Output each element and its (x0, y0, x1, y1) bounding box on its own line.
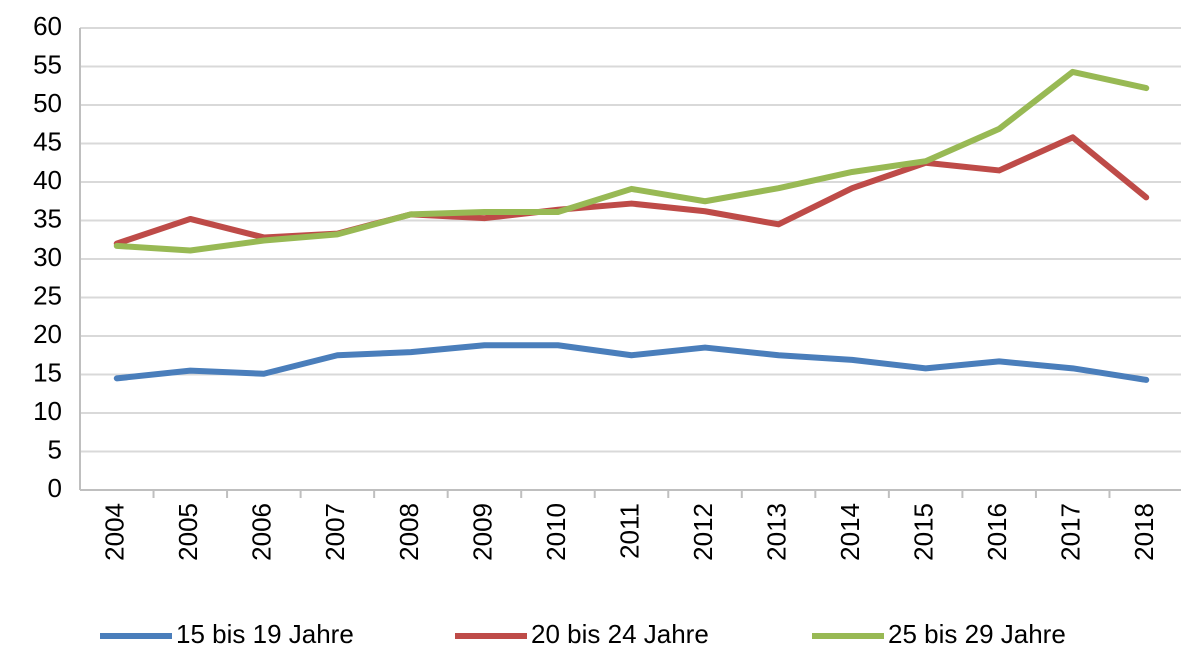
y-tick-label: 45 (33, 126, 62, 156)
y-tick-label: 30 (33, 242, 62, 272)
y-tick-label: 20 (33, 319, 62, 349)
y-tick-label: 50 (33, 88, 62, 118)
x-tick-label: 2017 (1056, 503, 1086, 561)
y-tick-label: 35 (33, 203, 62, 233)
x-tick-label: 2012 (688, 503, 718, 561)
y-tick-label: 15 (33, 357, 62, 387)
x-tick-label: 2010 (541, 503, 571, 561)
legend-label: 15 bis 19 Jahre (176, 619, 354, 649)
x-tick-label: 2013 (761, 503, 791, 561)
x-tick-label: 2008 (394, 503, 424, 561)
x-tick-label: 2007 (320, 503, 350, 561)
y-tick-label: 40 (33, 165, 62, 195)
x-tick-label: 2011 (614, 503, 644, 559)
x-tick-label: 2018 (1129, 503, 1159, 561)
y-tick-label: 10 (33, 396, 62, 426)
x-tick-label: 2006 (247, 503, 277, 561)
legend-label: 25 bis 29 Jahre (888, 619, 1066, 649)
x-tick-label: 2016 (982, 503, 1012, 561)
x-tick-label: 2005 (173, 503, 203, 561)
y-tick-label: 5 (48, 434, 62, 464)
y-tick-label: 55 (33, 49, 62, 79)
y-tick-label: 60 (33, 11, 62, 41)
x-tick-label: 2004 (100, 503, 130, 561)
x-tick-label: 2015 (909, 503, 939, 561)
y-tick-label: 0 (48, 473, 62, 503)
x-tick-label: 2009 (467, 503, 497, 561)
legend-label: 20 bis 24 Jahre (531, 619, 709, 649)
x-tick-label: 2014 (835, 503, 865, 561)
y-tick-label: 25 (33, 280, 62, 310)
data-line (113, 342, 1150, 383)
data-line (113, 68, 1150, 254)
